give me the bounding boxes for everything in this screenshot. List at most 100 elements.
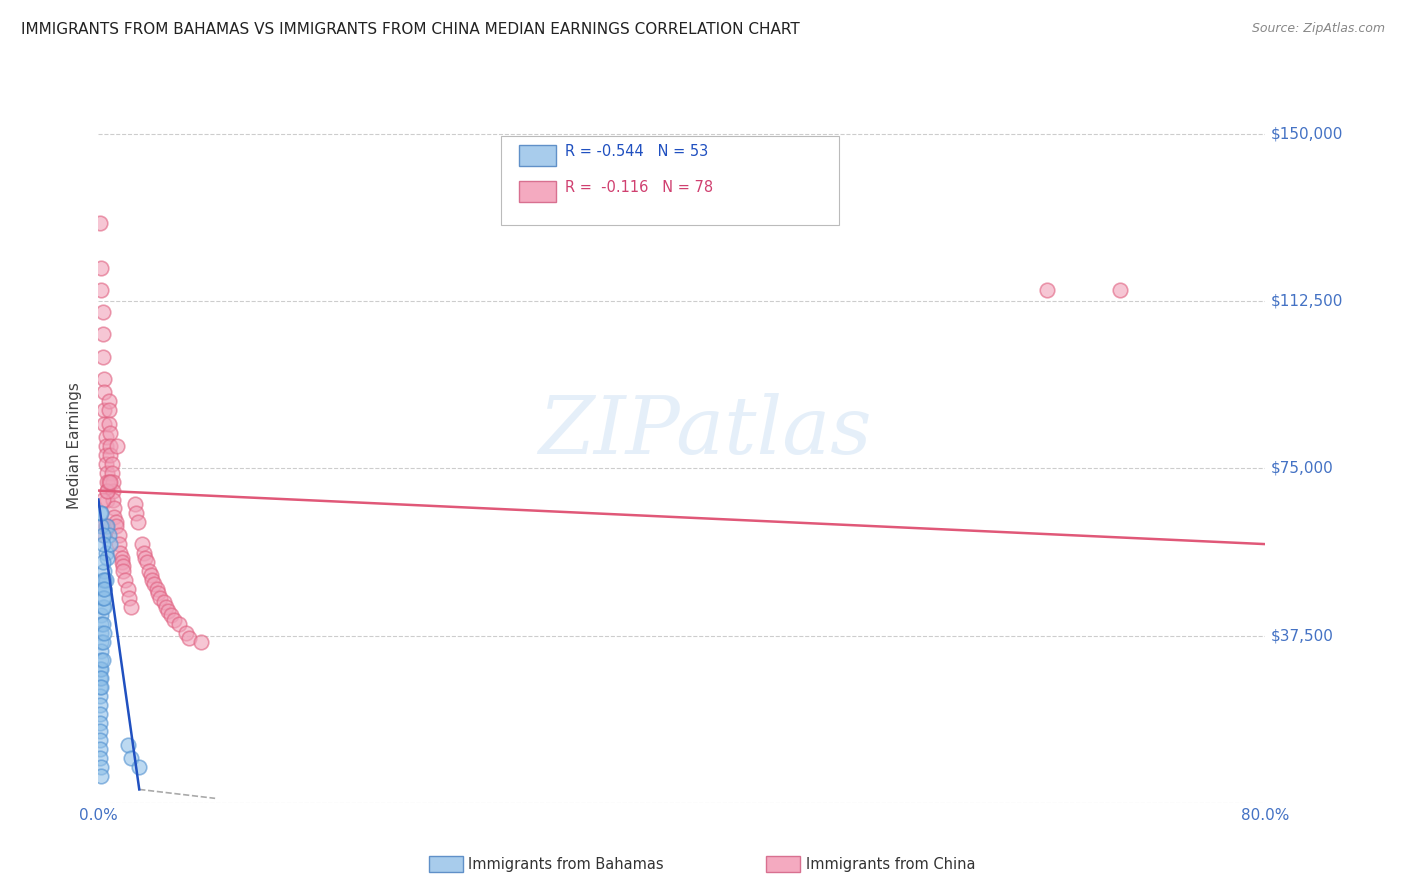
Point — [93, 417, 115, 431]
Point — [93, 599, 115, 614]
Point — [155, 599, 177, 614]
Point — [93, 385, 115, 400]
Point — [124, 497, 146, 511]
Point — [90, 283, 112, 297]
Point — [120, 751, 142, 765]
Text: Immigrants from China: Immigrants from China — [806, 857, 976, 871]
Point — [90, 644, 112, 658]
Point — [153, 595, 176, 609]
Point — [89, 671, 111, 685]
Point — [135, 555, 157, 569]
Point — [89, 724, 111, 739]
Text: $37,500: $37,500 — [1271, 628, 1334, 643]
Point — [90, 519, 112, 533]
Point — [98, 537, 121, 551]
Point — [91, 305, 114, 319]
Point — [91, 528, 114, 542]
Point — [89, 733, 111, 747]
Point — [90, 760, 112, 774]
Text: R =  -0.116   N = 78: R = -0.116 N = 78 — [565, 180, 713, 195]
Point — [90, 653, 112, 667]
Point — [91, 519, 114, 533]
Point — [111, 555, 134, 569]
Point — [127, 515, 149, 529]
Point — [93, 528, 115, 542]
Point — [101, 492, 124, 507]
Point — [91, 599, 114, 614]
Point — [93, 573, 115, 587]
Point — [91, 327, 114, 342]
Point — [91, 653, 114, 667]
FancyBboxPatch shape — [501, 136, 839, 225]
Point — [148, 586, 170, 600]
Text: $150,000: $150,000 — [1271, 127, 1344, 141]
Point — [91, 350, 114, 364]
Point — [96, 519, 118, 533]
Point — [89, 506, 111, 520]
Point — [98, 425, 121, 440]
Point — [90, 506, 112, 520]
Point — [1108, 283, 1130, 297]
Point — [118, 591, 141, 605]
Point — [90, 769, 112, 783]
Point — [90, 680, 112, 694]
Point — [97, 475, 120, 489]
Point — [112, 559, 135, 574]
Point — [96, 466, 118, 480]
Point — [108, 528, 131, 542]
Point — [89, 698, 111, 712]
Point — [1035, 283, 1057, 297]
Point — [89, 742, 111, 756]
Point — [98, 439, 121, 453]
Point — [89, 662, 111, 676]
Point — [111, 550, 134, 565]
Point — [103, 510, 125, 524]
Point — [91, 582, 114, 596]
Point — [93, 564, 115, 578]
Point — [91, 492, 114, 507]
Point — [97, 394, 120, 409]
Point — [110, 546, 132, 560]
Point — [139, 568, 162, 582]
Point — [94, 457, 117, 471]
Point — [93, 372, 115, 386]
Point — [96, 550, 118, 565]
Text: ZIPatlas: ZIPatlas — [538, 393, 872, 470]
Point — [89, 216, 111, 230]
Point — [97, 528, 120, 542]
Point — [142, 577, 165, 591]
Point — [138, 564, 160, 578]
Point — [90, 260, 112, 275]
Point — [149, 591, 172, 605]
Point — [90, 662, 112, 676]
Point — [104, 519, 127, 533]
Point — [167, 617, 190, 632]
Point — [174, 626, 197, 640]
Point — [157, 604, 180, 618]
Point — [91, 635, 114, 649]
Point — [90, 635, 112, 649]
Text: Source: ZipAtlas.com: Source: ZipAtlas.com — [1251, 22, 1385, 36]
Point — [98, 448, 121, 462]
Point — [120, 599, 142, 614]
Point — [93, 591, 115, 605]
Point — [90, 671, 112, 685]
Point — [89, 751, 111, 765]
Point — [131, 537, 153, 551]
Point — [94, 546, 117, 560]
Point — [94, 519, 117, 533]
Point — [100, 466, 122, 480]
Point — [141, 573, 163, 587]
Point — [91, 555, 114, 569]
Point — [97, 403, 120, 417]
Text: R = -0.544   N = 53: R = -0.544 N = 53 — [565, 145, 709, 160]
Point — [96, 475, 118, 489]
Point — [93, 626, 115, 640]
Point — [89, 689, 111, 703]
Point — [89, 680, 111, 694]
Point — [90, 608, 112, 623]
Point — [160, 608, 183, 623]
Point — [94, 439, 117, 453]
Point — [163, 613, 186, 627]
Point — [94, 573, 117, 587]
